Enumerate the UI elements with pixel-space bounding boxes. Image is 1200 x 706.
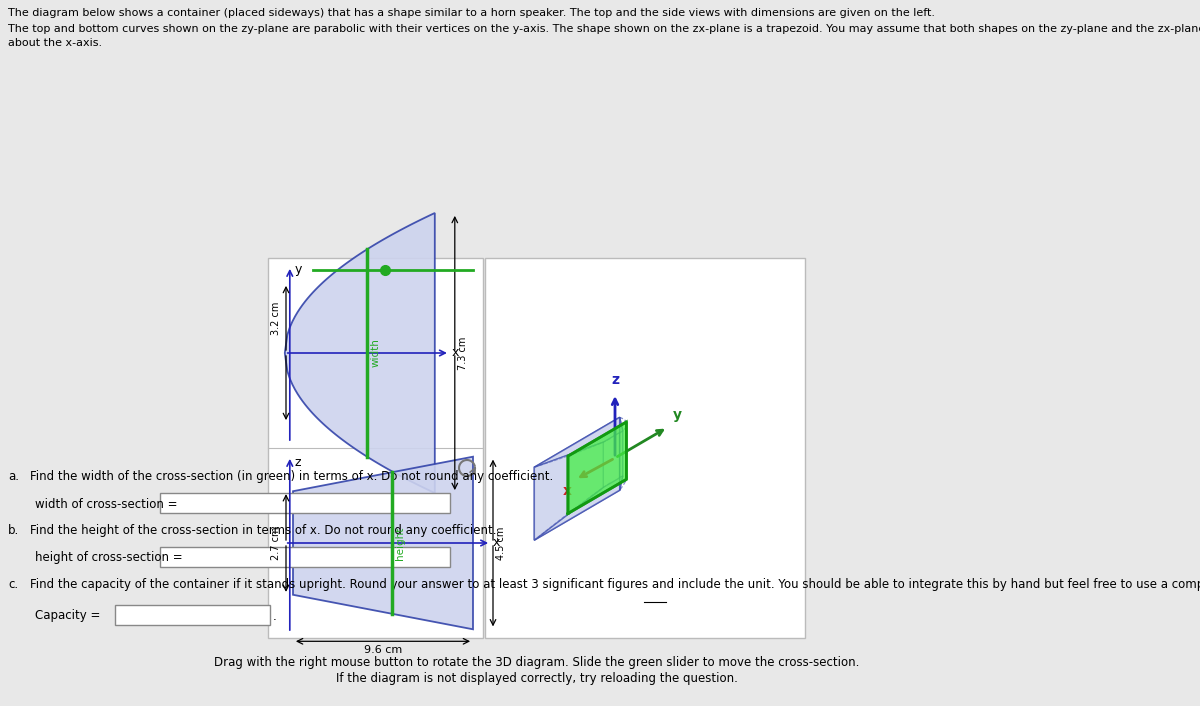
- Text: 9.6 cm: 9.6 cm: [364, 645, 402, 655]
- Text: x: x: [493, 537, 500, 549]
- Bar: [268, 258, 482, 638]
- Text: a.: a.: [8, 470, 19, 483]
- Text: y: y: [673, 408, 682, 422]
- Text: height of cross-section =: height of cross-section =: [35, 551, 182, 565]
- Text: width: width: [371, 339, 380, 367]
- Bar: [160, 493, 450, 513]
- Polygon shape: [293, 457, 473, 629]
- Bar: [160, 547, 450, 567]
- Polygon shape: [534, 417, 623, 467]
- Text: about the x-axis.: about the x-axis.: [8, 38, 102, 48]
- Text: x: x: [452, 347, 460, 359]
- Polygon shape: [534, 476, 623, 540]
- Text: b.: b.: [8, 524, 19, 537]
- Text: The top and bottom curves shown on the zy-plane are parabolic with their vertice: The top and bottom curves shown on the z…: [8, 24, 1200, 34]
- Text: x: x: [563, 484, 571, 498]
- Text: height: height: [395, 526, 406, 560]
- Text: .: .: [274, 609, 277, 623]
- Polygon shape: [568, 422, 626, 513]
- Text: Find the height of the cross-section in terms of x. Do not round any coefficient: Find the height of the cross-section in …: [30, 524, 497, 537]
- Text: Find the capacity of the container if it stands upright. Round your answer to at: Find the capacity of the container if it…: [30, 578, 1200, 591]
- Polygon shape: [284, 213, 434, 493]
- Text: The diagram below shows a container (placed sideways) that has a shape similar t: The diagram below shows a container (pla…: [8, 8, 935, 18]
- Polygon shape: [534, 442, 604, 540]
- Text: If the diagram is not displayed correctly, try reloading the question.: If the diagram is not displayed correctl…: [336, 672, 738, 685]
- Bar: [115, 605, 270, 625]
- Text: Capacity =: Capacity =: [35, 609, 101, 623]
- Text: y: y: [295, 263, 302, 276]
- Bar: [485, 258, 805, 638]
- Polygon shape: [619, 417, 623, 490]
- Text: z: z: [611, 373, 619, 387]
- Text: c.: c.: [8, 578, 18, 591]
- Text: 3.2 cm: 3.2 cm: [271, 301, 281, 335]
- Text: Drag with the right mouse button to rotate the 3D diagram. Slide the green slide: Drag with the right mouse button to rota…: [214, 656, 859, 669]
- Text: width of cross-section =: width of cross-section =: [35, 498, 178, 510]
- Text: 4.5 cm: 4.5 cm: [496, 526, 506, 560]
- Text: 7.3 cm: 7.3 cm: [458, 336, 468, 370]
- Text: z: z: [295, 456, 301, 469]
- Polygon shape: [534, 417, 619, 540]
- Text: Find the width of the cross-section (in green) in terms of x. Do not round any c: Find the width of the cross-section (in …: [30, 470, 553, 483]
- Text: 2.7 cm: 2.7 cm: [271, 526, 281, 560]
